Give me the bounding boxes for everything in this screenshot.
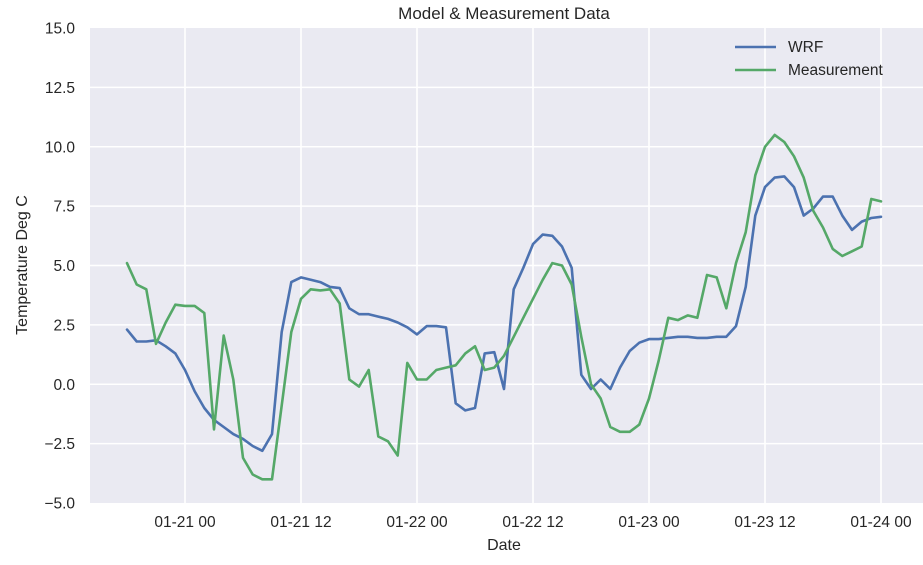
y-axis-label: Temperature Deg C [14, 195, 31, 335]
x-tick-label: 01-23 12 [734, 514, 795, 531]
legend-label-measurement: Measurement [788, 62, 883, 79]
x-tick-label: 01-22 12 [502, 514, 563, 531]
y-tick-label: 7.5 [53, 199, 75, 216]
x-tick-labels: 01-21 00 01-21 12 01-22 00 01-22 12 01-23 00… [154, 514, 912, 531]
y-tick-label: 2.5 [53, 317, 75, 334]
series-line-measurement [125, 133, 883, 481]
chart-title: Model & Measurement Data [398, 4, 610, 23]
x-tick-label: 01-22 00 [386, 514, 448, 531]
y-tick-label: 0.0 [53, 377, 75, 394]
series-line-wrf [125, 175, 883, 453]
x-tick-label: 01-21 12 [270, 514, 331, 531]
y-tick-label: 12.5 [45, 80, 75, 97]
y-tick-label: −5.0 [44, 496, 75, 513]
legend-label-wrf: WRF [788, 39, 823, 56]
y-tick-label: 10.0 [45, 139, 76, 156]
series-lines [125, 133, 883, 481]
x-axis-label: Date [487, 537, 521, 554]
x-tick-label: 01-21 00 [154, 514, 216, 531]
y-tick-label: 15.0 [45, 21, 76, 38]
x-tick-label: 01-24 00 [850, 514, 912, 531]
y-tick-label: −2.5 [44, 436, 75, 453]
x-tick-label: 01-23 00 [618, 514, 680, 531]
y-tick-labels: −5.0 −2.5 0.0 2.5 5.0 7.5 10.0 12.5 15.0 [44, 21, 75, 513]
y-gridlines [90, 86, 923, 445]
y-tick-label: 5.0 [53, 258, 75, 275]
x-gridlines [184, 28, 882, 503]
legend: WRF Measurement [735, 39, 883, 79]
